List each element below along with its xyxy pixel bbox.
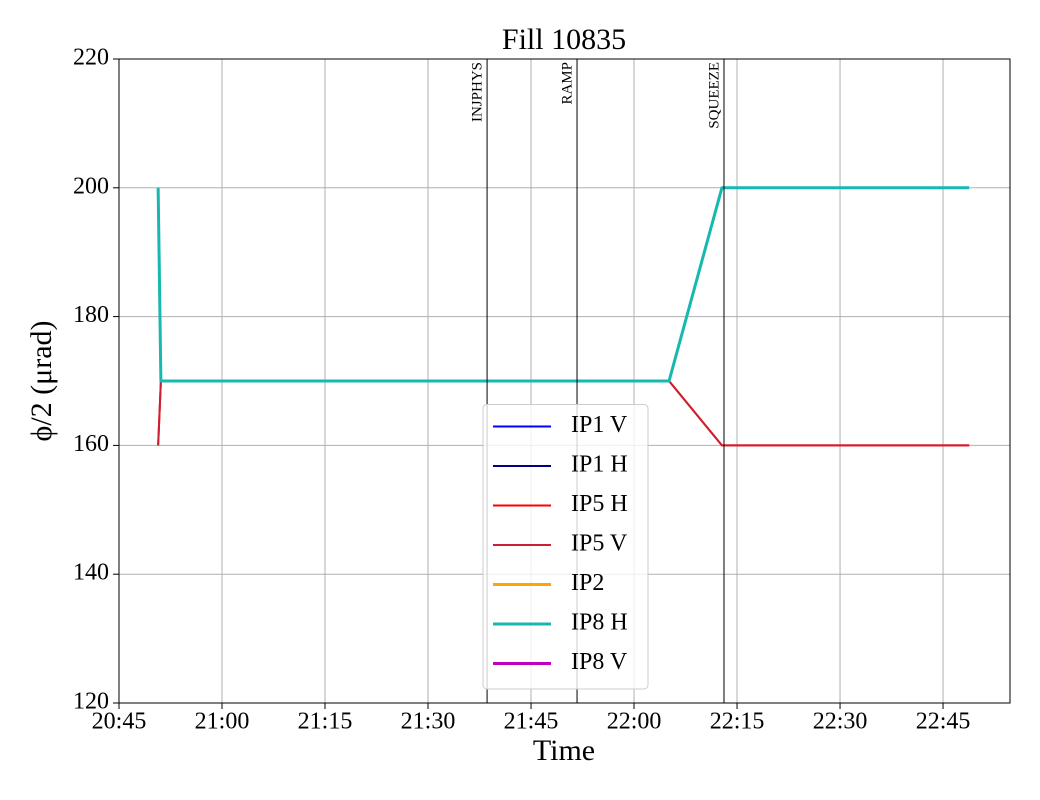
x-tick-label: 22:45 [916, 709, 971, 735]
x-tick-label: 21:00 [195, 709, 250, 735]
x-tick-label: 22:15 [710, 709, 765, 735]
chart-title: Fill 10835 [502, 23, 626, 56]
y-tick-label: 160 [73, 431, 109, 457]
plot-frame [118, 58, 1011, 704]
event-label: RAMP [559, 62, 575, 105]
y-axis-label: ϕ/2 (μrad) [25, 321, 58, 442]
legend-label: IP5 V [571, 531, 628, 557]
legend-label: IP1 H [571, 452, 628, 478]
x-tick-label: 20:45 [92, 709, 147, 735]
legend-label: IP5 H [571, 491, 628, 517]
legend-label: IP2 [571, 570, 604, 596]
legend-label: IP8 H [571, 610, 628, 636]
x-tick-label: 21:45 [504, 709, 559, 735]
x-tick-label: 22:30 [813, 709, 868, 735]
x-tick-label: 21:15 [298, 709, 353, 735]
y-tick-label: 220 [73, 45, 109, 71]
event-label: INJPHYS [470, 62, 486, 122]
y-tick-label: 120 [73, 689, 109, 715]
event-label: SQUEEZE [706, 62, 722, 129]
x-tick-label: 21:30 [401, 709, 456, 735]
y-tick-label: 180 [73, 302, 109, 328]
x-tick-label: 22:00 [607, 709, 662, 735]
y-tick-label: 140 [73, 560, 109, 586]
legend-label: IP1 V [571, 412, 628, 438]
y-tick-label: 200 [73, 173, 109, 199]
series-line [156, 186, 970, 383]
x-axis-label: Time [533, 734, 595, 767]
legend-box [482, 404, 649, 690]
legend-label: IP8 V [571, 649, 628, 675]
